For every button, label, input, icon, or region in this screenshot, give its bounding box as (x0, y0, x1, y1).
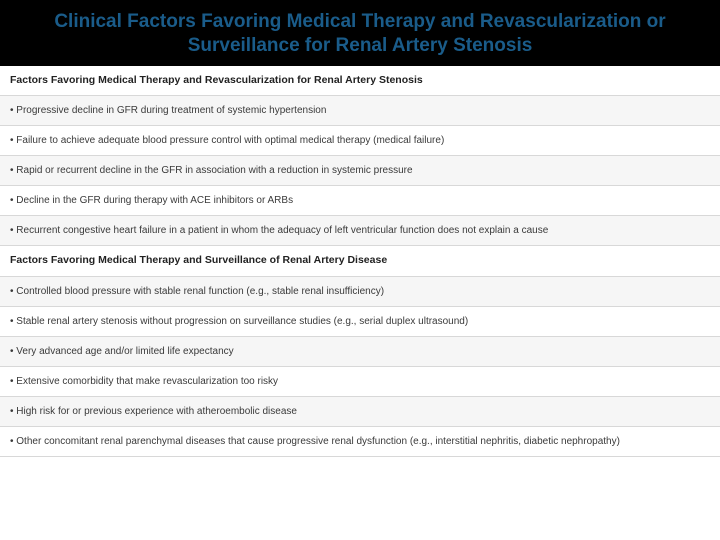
factor-item: • Very advanced age and/or limited life … (0, 337, 720, 367)
factor-item: • Other concomitant renal parenchymal di… (0, 427, 720, 457)
slide-title: Clinical Factors Favoring Medical Therap… (20, 10, 700, 58)
factor-item: • Extensive comorbidity that make revasc… (0, 367, 720, 397)
factor-item: • Failure to achieve adequate blood pres… (0, 126, 720, 156)
factor-item: • Rapid or recurrent decline in the GFR … (0, 156, 720, 186)
slide-title-bar: Clinical Factors Favoring Medical Therap… (0, 0, 720, 66)
factor-item: • High risk for or previous experience w… (0, 397, 720, 427)
content-table: Factors Favoring Medical Therapy and Rev… (0, 66, 720, 457)
factor-item: • Stable renal artery stenosis without p… (0, 307, 720, 337)
section-header: Factors Favoring Medical Therapy and Rev… (0, 66, 720, 97)
section-header: Factors Favoring Medical Therapy and Sur… (0, 246, 720, 277)
factor-item: • Recurrent congestive heart failure in … (0, 216, 720, 246)
factor-item: • Progressive decline in GFR during trea… (0, 96, 720, 126)
factor-item: • Controlled blood pressure with stable … (0, 277, 720, 307)
factor-item: • Decline in the GFR during therapy with… (0, 186, 720, 216)
